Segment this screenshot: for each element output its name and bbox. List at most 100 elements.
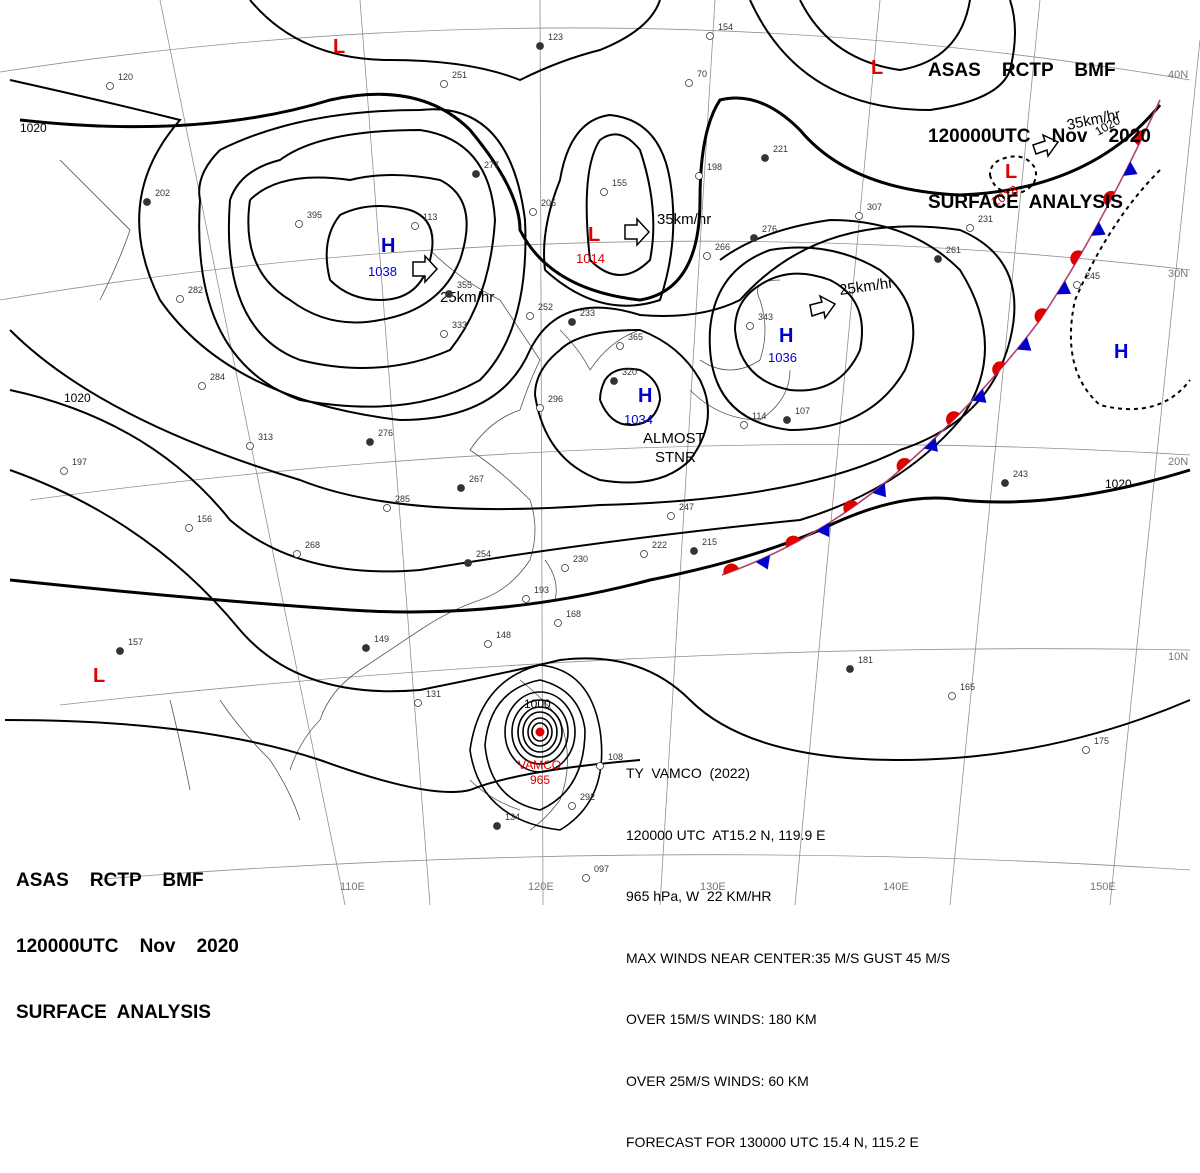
station-pressure: 395	[307, 210, 322, 220]
station-pressure: 365	[628, 332, 643, 342]
header-top: ASAS RCTP BMF 120000UTC Nov 2020 SURFACE…	[928, 16, 1151, 236]
station-plot: 245	[1073, 271, 1100, 289]
stationary-front	[721, 99, 1161, 576]
station-plot: 268	[293, 540, 320, 558]
warm-front-symbol	[1103, 190, 1116, 207]
station-plot: 285	[383, 494, 410, 512]
station-pressure: 205	[541, 198, 556, 208]
station-plot: 251	[440, 70, 467, 88]
header-bottom-line1: ASAS RCTP BMF	[16, 870, 204, 891]
station-pressure: 333	[452, 320, 467, 330]
cold-front-symbol	[755, 555, 771, 570]
station-plot: 123	[536, 32, 563, 50]
station-plot: 113	[411, 212, 437, 230]
station-plot: 202	[143, 188, 170, 206]
station-pressure: 267	[469, 474, 484, 484]
station-plot: 231	[966, 214, 993, 232]
cold-front-symbol	[972, 388, 987, 403]
station-plot: 193	[522, 585, 549, 603]
typhoon-pressure: 965	[530, 773, 550, 787]
warm-front-symbol	[946, 411, 960, 425]
station-plot: 215	[690, 537, 717, 555]
station-plot: 108	[596, 752, 623, 770]
station-pressure: 243	[1013, 469, 1028, 479]
motion-label: 25km/hr	[838, 275, 894, 299]
station-plot: 175	[1082, 736, 1109, 754]
station-plot: 284	[198, 372, 225, 390]
typhoon-info-panel: TY VAMCO (2022) 120000 UTC AT15.2 N, 119…	[626, 722, 950, 1173]
station-pressure: 165	[960, 682, 975, 692]
station-pressure: 168	[566, 609, 581, 619]
station-pressure: 155	[612, 178, 627, 188]
low-pressure-symbol: L	[333, 36, 345, 58]
header-bottom-line3: SURFACE ANALYSIS	[16, 1002, 211, 1023]
typhoon-info-line: OVER 25M/S WINDS: 60 KM	[626, 1072, 809, 1089]
station-plot: 205	[529, 198, 556, 216]
station-plot: 222	[640, 540, 667, 558]
station-plot: 114	[740, 411, 766, 429]
station-pressure: 181	[858, 655, 873, 665]
station-plot: 120	[106, 72, 133, 90]
station-pressure: 123	[548, 32, 563, 42]
station-pressure: 230	[573, 554, 588, 564]
station-pressure: 157	[128, 637, 143, 647]
station-pressure: 247	[679, 502, 694, 512]
station-pressure: 134	[505, 812, 520, 822]
motion-arrow	[412, 254, 439, 284]
station-plot: 252	[526, 302, 553, 320]
longitude-label: 110E	[340, 881, 365, 893]
station-pressure: 343	[758, 312, 773, 322]
isobars	[4, 0, 1191, 831]
station-plot: 107	[783, 406, 810, 424]
motion-arrow	[809, 294, 837, 320]
typhoon-info-line: OVER 15M/S WINDS: 180 KM	[626, 1011, 817, 1027]
longitude-label: 120E	[528, 881, 554, 893]
station-plot: 365	[616, 332, 643, 350]
station-plot: 266	[703, 242, 730, 260]
coastlines	[59, 159, 791, 831]
warm-front-symbol	[1133, 130, 1146, 146]
latitude-label: 40N	[1168, 69, 1188, 81]
station-plot: 395	[295, 210, 322, 228]
station-pressure: 108	[608, 752, 623, 762]
cold-front-symbol	[816, 522, 830, 538]
station-pressure: 197	[72, 457, 87, 467]
station-plot: 276	[366, 428, 393, 446]
station-plot: 277	[472, 160, 499, 178]
high-pressure-symbol: H	[638, 385, 652, 407]
warm-front-symbol	[723, 563, 739, 575]
station-pressure: 252	[538, 302, 553, 312]
station-plot: 333	[440, 320, 467, 338]
header-bottom: ASAS RCTP BMF 120000UTC Nov 2020 SURFACE…	[16, 826, 239, 1046]
station-plot: 155	[600, 178, 627, 196]
station-pressure: 313	[258, 432, 273, 442]
station-plot: 134	[493, 812, 520, 830]
station-pressure: 149	[374, 634, 389, 644]
station-pressure: 113	[423, 212, 437, 222]
station-pressure: 202	[155, 188, 170, 198]
station-plot: 247	[667, 502, 694, 520]
longitude-label: 150E	[1090, 881, 1116, 893]
station-plot: 131	[414, 689, 441, 707]
station-pressure: 268	[305, 540, 320, 550]
station-pressure: 292	[580, 792, 595, 802]
motion-label: 35km/hr	[657, 211, 711, 228]
warm-front-symbol	[896, 457, 911, 472]
station-pressure: 131	[426, 689, 441, 699]
station-plot: 154	[706, 22, 733, 40]
station-pressure: 276	[762, 224, 777, 234]
station-pressure: 245	[1085, 271, 1100, 281]
low-pressure-symbol: L	[588, 224, 600, 246]
station-plot: 243	[1001, 469, 1028, 487]
station-plot: 181	[846, 655, 873, 673]
station-plot: 70	[685, 69, 707, 87]
latitude-label: 10N	[1168, 651, 1188, 663]
station-plot: 320	[610, 367, 637, 385]
station-pressure: 233	[580, 308, 595, 318]
station-pressure: 320	[622, 367, 637, 377]
station-plot: 197	[60, 457, 87, 475]
station-plot: 148	[484, 630, 511, 648]
station-plot: 282	[176, 285, 203, 303]
low-pressure-symbol: L	[871, 57, 883, 79]
station-plot: 267	[457, 474, 484, 492]
